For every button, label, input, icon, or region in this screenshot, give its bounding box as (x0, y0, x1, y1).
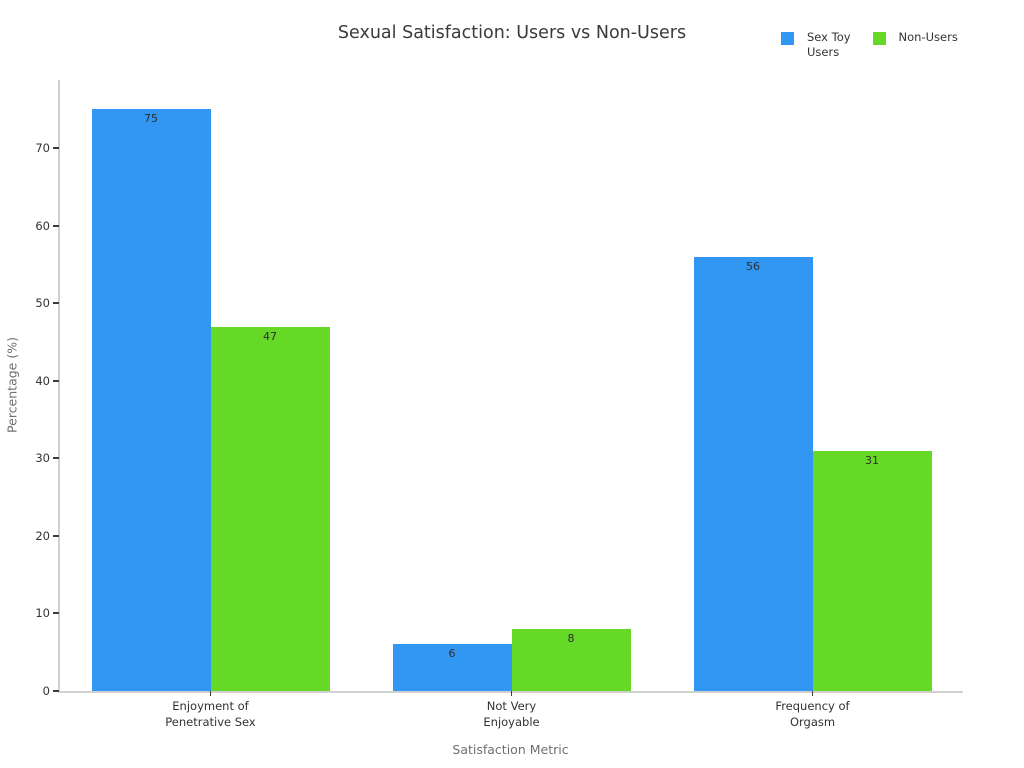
legend-swatch-icon (872, 32, 886, 45)
legend-item: Non-Users (872, 30, 958, 59)
bar-users (392, 644, 512, 691)
x-tick-label: Not Very Enjoyable (483, 699, 540, 729)
bar-value-label: 75 (144, 112, 158, 126)
y-tick-mark (53, 147, 59, 150)
bar-non-users (210, 326, 330, 691)
legend-label: Non-Users (898, 30, 958, 44)
plot-area: 75 47 6 8 56 31 (58, 80, 963, 693)
y-tick-label: 40 (35, 373, 50, 388)
bar-value-label: 56 (746, 259, 760, 273)
y-tick-label: 20 (35, 528, 50, 543)
bar-value-label: 8 (567, 631, 575, 645)
legend-label: Sex Toy Users (807, 30, 851, 59)
y-tick-label: 10 (35, 606, 50, 621)
x-tick-mark (510, 691, 513, 696)
x-tick-mark (209, 691, 212, 696)
x-tick-label: Enjoyment of Penetrative Sex (165, 699, 256, 729)
y-tick-label: 0 (42, 684, 50, 698)
y-tick-mark (53, 457, 59, 460)
legend-item: Sex Toy Users (781, 30, 851, 59)
legend-swatch-icon (781, 32, 794, 45)
y-tick-label: 60 (35, 218, 50, 233)
bar-value-label: 47 (263, 329, 277, 343)
bar-users (91, 109, 211, 691)
bar-non-users (812, 450, 932, 691)
bar-non-users (511, 628, 631, 691)
y-tick-mark (53, 612, 59, 615)
x-axis-title: Satisfaction Metric (452, 742, 569, 757)
bar-value-label: 31 (865, 453, 879, 467)
bar-value-label: 6 (448, 647, 456, 661)
y-tick-mark (53, 379, 59, 382)
y-tick-mark (53, 224, 59, 227)
legend: Sex Toy Users Non-Users (781, 30, 958, 59)
y-tick-mark (53, 534, 59, 537)
y-tick-label: 30 (35, 451, 50, 466)
bar-users (693, 256, 813, 691)
chart-title: Sexual Satisfaction: Users vs Non-Users (337, 23, 687, 43)
y-tick-label: 50 (35, 296, 50, 311)
x-tick-mark (811, 691, 814, 696)
x-tick-label: Frequency of Orgasm (775, 699, 850, 729)
y-tick-mark (53, 690, 59, 692)
y-tick-label: 70 (35, 141, 50, 156)
y-tick-mark (53, 302, 59, 305)
